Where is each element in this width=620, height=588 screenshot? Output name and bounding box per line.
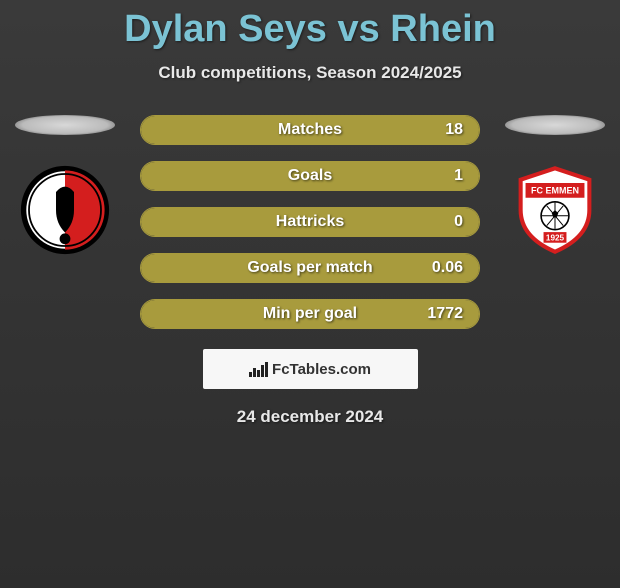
stat-value: 18 — [445, 121, 463, 139]
left-club-column — [10, 115, 120, 255]
svg-text:1925: 1925 — [546, 233, 565, 242]
stat-label: Min per goal — [263, 305, 357, 323]
stat-label: Matches — [278, 121, 342, 139]
stat-value: 0 — [454, 213, 463, 231]
subtitle: Club competitions, Season 2024/2025 — [0, 63, 620, 83]
left-club-logo — [20, 165, 110, 255]
right-club-column: FC EMMEN 1925 — [500, 115, 610, 255]
stat-bar-goals: Goals 1 — [140, 161, 480, 191]
stat-bar-matches: Matches 18 — [140, 115, 480, 145]
stat-value: 0.06 — [432, 259, 463, 277]
stat-value: 1 — [454, 167, 463, 185]
stat-label: Hattricks — [276, 213, 344, 231]
right-club-logo: FC EMMEN 1925 — [510, 165, 600, 255]
page-title: Dylan Seys vs Rhein — [0, 8, 620, 51]
stat-label: Goals — [288, 167, 332, 185]
chart-icon — [249, 361, 268, 377]
stat-bar-hattricks: Hattricks 0 — [140, 207, 480, 237]
stat-bar-goals-per-match: Goals per match 0.06 — [140, 253, 480, 283]
stats-column: Matches 18 Goals 1 Hattricks 0 Goals per… — [140, 115, 480, 329]
stat-value: 1772 — [427, 305, 463, 323]
content-row: Matches 18 Goals 1 Hattricks 0 Goals per… — [0, 115, 620, 329]
watermark-badge: FcTables.com — [203, 349, 418, 389]
watermark-text: FcTables.com — [272, 361, 371, 378]
date-text: 24 december 2024 — [0, 407, 620, 427]
svg-text:FC EMMEN: FC EMMEN — [531, 186, 579, 196]
stat-label: Goals per match — [247, 259, 372, 277]
ellipse-shadow-left — [15, 115, 115, 135]
stat-bar-min-per-goal: Min per goal 1772 — [140, 299, 480, 329]
ellipse-shadow-right — [505, 115, 605, 135]
